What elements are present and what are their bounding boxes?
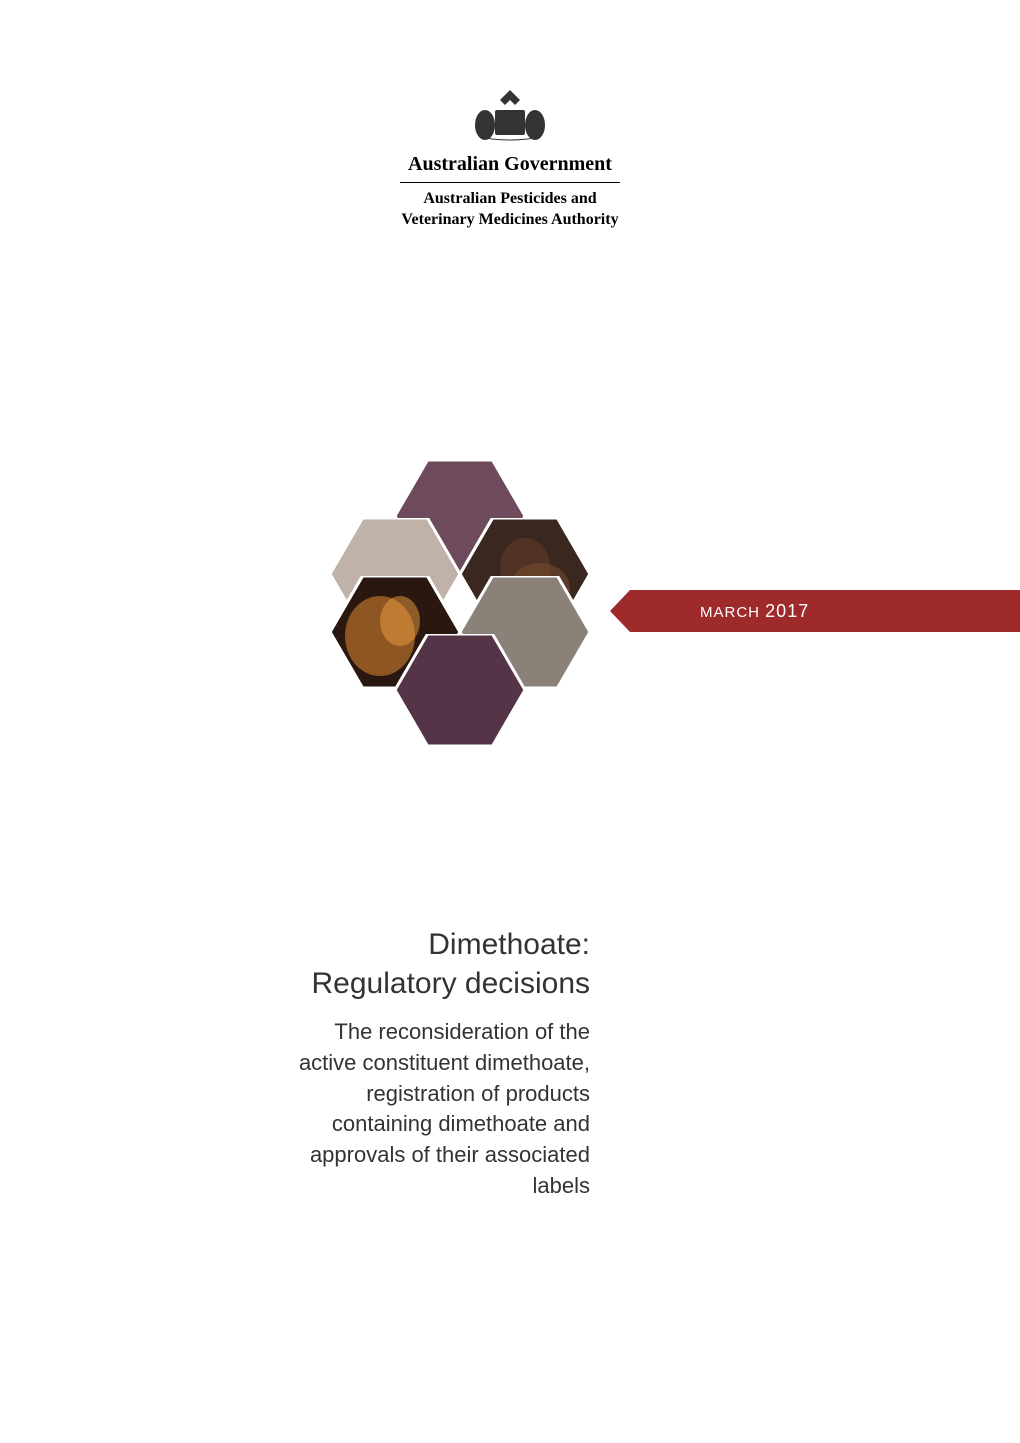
document-subtitle: The reconsideration of the active consti…	[280, 1017, 590, 1202]
logo-divider	[400, 182, 620, 183]
hexagon-bottom	[395, 634, 525, 746]
date-text: MARCH 2017	[700, 601, 809, 622]
date-month: MARCH	[700, 604, 760, 621]
government-name: Australian Government	[340, 153, 680, 176]
document-title: Dimethoate: Regulatory decisions	[280, 925, 590, 1003]
logo-section: Australian Government Australian Pestici…	[340, 85, 680, 231]
authority-line2: Veterinary Medicines Authority	[401, 211, 618, 228]
coat-of-arms-icon	[460, 85, 560, 145]
date-banner: MARCH 2017	[610, 590, 1020, 632]
authority-line1: Australian Pesticides and	[423, 190, 596, 207]
date-year: 2017	[765, 601, 809, 621]
authority-name: Australian Pesticides and Veterinary Med…	[340, 189, 680, 231]
title-section: Dimethoate: Regulatory decisions The rec…	[280, 925, 590, 1202]
hexagon-graphic	[320, 460, 600, 760]
